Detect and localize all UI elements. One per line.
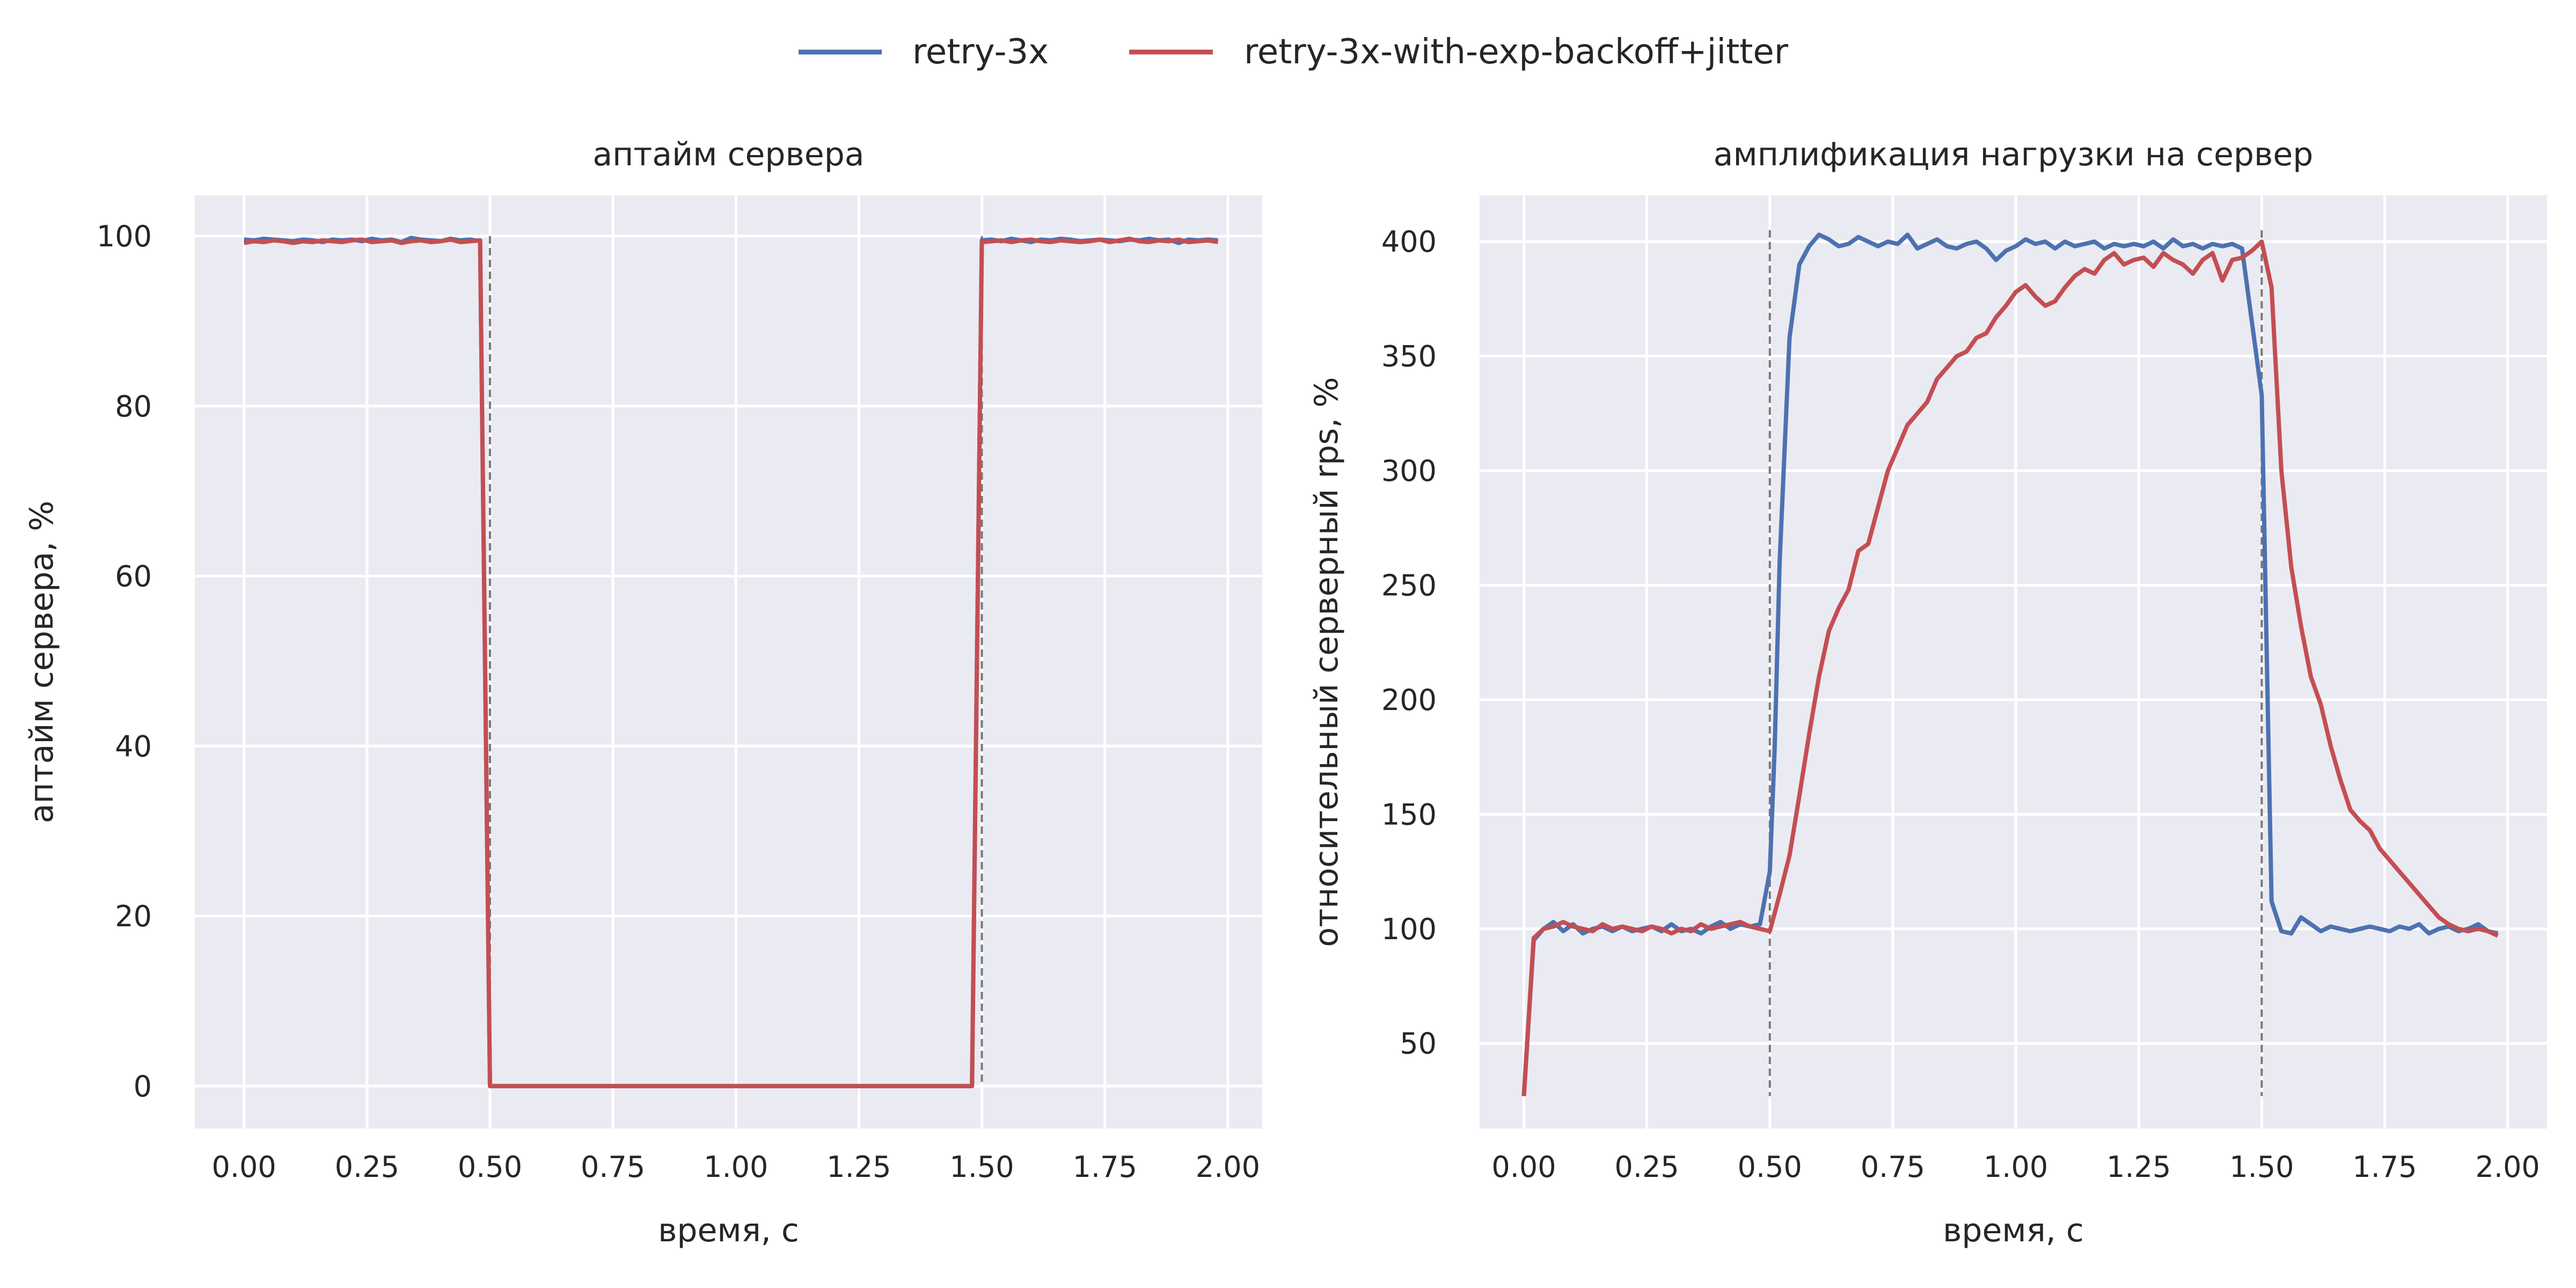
x-tick-label: 0.50	[458, 1150, 522, 1184]
x-tick-label: 1.75	[1073, 1150, 1137, 1184]
legend-label-1: retry-3x-with-exp-backoff+jitter	[1244, 32, 1789, 72]
x-tick-label: 0.00	[212, 1150, 276, 1184]
load-amplification-chart-panel: 0.00 0.25 0.50 0.75 1.00 1.25 1.50 1.75 2.00 50 10…	[1308, 136, 2547, 1249]
x-axis-label: время, с	[1943, 1212, 2084, 1249]
x-tick-label: 0.75	[581, 1150, 645, 1184]
x-tick-label: 1.25	[2106, 1150, 2171, 1184]
x-axis-label: время, с	[658, 1212, 799, 1249]
y-tick-label: 50	[1400, 1027, 1437, 1060]
y-tick-label: 250	[1381, 569, 1437, 603]
y-tick-label: 0	[134, 1070, 152, 1103]
plot-area	[195, 195, 1262, 1129]
x-tick-label: 1.00	[1984, 1150, 2048, 1184]
legend: retry-3x retry-3x-with-exp-backoff+jitter	[799, 32, 1789, 72]
x-tick-label: 1.50	[949, 1150, 1014, 1184]
plot-area	[1480, 195, 2547, 1129]
chart-title: аптайм сервера	[592, 136, 864, 173]
y-tick-label: 40	[115, 729, 152, 763]
x-tick-label: 0.25	[335, 1150, 399, 1184]
chart-title: амплификация нагрузки на сервер	[1714, 136, 2314, 173]
x-tick-label: 2.00	[1196, 1150, 1260, 1184]
x-tick-label: 1.00	[704, 1150, 768, 1184]
y-tick-label: 80	[115, 390, 152, 423]
y-tick-label: 300	[1381, 454, 1437, 488]
y-tick-label: 20	[115, 899, 152, 933]
y-axis-label: относительный серверный rps, %	[1308, 377, 1345, 947]
y-tick-label: 100	[97, 219, 152, 253]
y-tick-label: 60	[115, 560, 152, 594]
x-tick-label: 0.50	[1738, 1150, 1802, 1184]
x-tick-label: 1.25	[826, 1150, 891, 1184]
x-tick-label: 2.00	[2476, 1150, 2540, 1184]
x-tick-label: 0.75	[1861, 1150, 1925, 1184]
y-tick-label: 350	[1381, 340, 1437, 374]
y-tick-label: 200	[1381, 683, 1437, 717]
y-tick-label: 400	[1381, 225, 1437, 259]
y-tick-label: 150	[1381, 797, 1437, 831]
x-tick-label: 1.50	[2229, 1150, 2294, 1184]
legend-label-0: retry-3x	[912, 32, 1049, 72]
x-tick-label: 1.75	[2352, 1150, 2417, 1184]
x-tick-label: 0.00	[1491, 1150, 1556, 1184]
y-axis-label: аптайм сервера, %	[23, 501, 61, 823]
uptime-chart-panel: 0.00 0.25 0.50 0.75 1.00 1.25 1.50 1.75 2.00 0 20 4…	[23, 136, 1262, 1249]
series-line-retry-3x-backoff-jitter	[1521, 239, 2499, 1096]
y-tick-label: 100	[1381, 912, 1437, 946]
series-line-retry-3x-backoff-jitter	[244, 236, 1219, 1088]
x-tick-label: 0.25	[1615, 1150, 1679, 1184]
